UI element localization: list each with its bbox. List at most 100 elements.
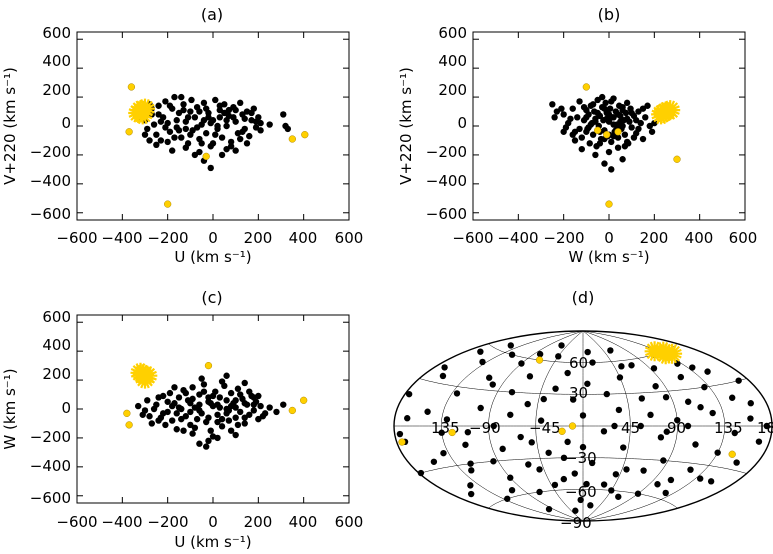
lat-label-60: 60 [569,354,588,372]
star-point [589,131,597,138]
star-point [146,413,153,420]
panel-b-y-tick-labels: 600 400 200 0 −200 −400 −600 [426,24,467,223]
highlight-point [728,450,736,458]
y-tick-label: −400 [426,172,467,190]
star-point [662,489,669,497]
star-point [611,422,618,430]
star-point [578,134,585,141]
star-point [601,160,608,167]
star-point [594,109,601,117]
star-point [579,443,587,451]
star-point [230,114,237,121]
star-point [189,430,196,437]
star-point [560,128,567,135]
star-point [232,106,239,114]
star-point [175,394,183,401]
star-point [606,105,614,112]
star-point [647,411,654,419]
star-point [159,410,167,417]
star-point [255,392,262,400]
sky-map-points [396,341,770,514]
star-point [248,109,255,117]
star-point [207,400,214,407]
x-tick-label: 200 [640,229,669,247]
star-point [648,128,656,135]
star-point [250,401,257,408]
star-point [207,164,214,172]
y-tick-label: 400 [438,52,467,70]
star-point [284,125,291,133]
star-point [644,102,651,109]
star-point [601,105,608,112]
star-point [650,365,658,372]
star-point [193,124,201,131]
star-point [468,467,475,474]
star-point [141,131,149,138]
highlight-point [398,438,406,446]
star-point [560,111,567,118]
star-point [212,96,219,104]
star-point [441,364,448,371]
star-point [639,135,647,143]
star-point [630,134,638,141]
star-point [212,131,219,138]
x-tick-label: −200 [543,229,584,247]
star-point [747,400,754,407]
star-point [196,108,203,115]
star-point [623,115,631,122]
highlight-point [568,422,577,430]
star-point [193,415,201,423]
star-point [196,407,203,414]
x-tick-label: −400 [101,513,142,531]
highlight-point [202,152,210,161]
star-point [166,389,174,397]
star-point [178,134,185,141]
star-point [657,434,665,441]
star-point [684,398,692,405]
star-point [178,93,185,101]
star-point [583,114,590,121]
panel-c-points [76,315,350,503]
x-tick-label: 600 [335,229,364,247]
star-point [579,412,587,419]
panel-b-x-axis-title: W (km s⁻¹) [568,248,649,266]
panel-c-title: (c) [201,288,222,307]
panel-c-y-tick-labels: 600 400 200 0 −200 −400 −600 [30,308,71,507]
star-point [241,115,248,122]
star-point [507,411,514,418]
star-point [564,438,571,446]
star-point [558,342,565,349]
star-point [232,397,239,404]
x-tick-label: 0 [208,513,218,531]
star-point [602,99,609,107]
star-point [191,151,199,159]
y-tick-label: 400 [42,52,71,70]
star-point [763,422,770,430]
panel-a-x-axis-title: U (km s⁻¹) [174,248,251,266]
star-point [205,114,212,121]
y-tick-label: 600 [42,24,71,42]
x-tick-label: 400 [289,513,318,531]
star-point [440,449,447,457]
star-point [438,429,445,436]
x-tick-label: −400 [497,229,538,247]
parallel-line [488,489,678,509]
star-point [182,389,189,397]
star-point [162,124,169,131]
star-point [171,93,178,101]
star-point [218,415,226,423]
star-point [689,364,696,371]
star-point [182,125,189,133]
star-point [587,502,594,509]
star-point [621,143,629,150]
highlight-star-marker [653,103,674,123]
star-point [614,144,622,151]
star-point [697,404,704,411]
star-point [173,426,180,433]
star-point [209,392,217,400]
panel-d-title: (d) [572,288,595,307]
star-point [241,379,248,387]
star-point [540,395,547,403]
star-point [173,410,180,417]
star-point [439,372,447,380]
